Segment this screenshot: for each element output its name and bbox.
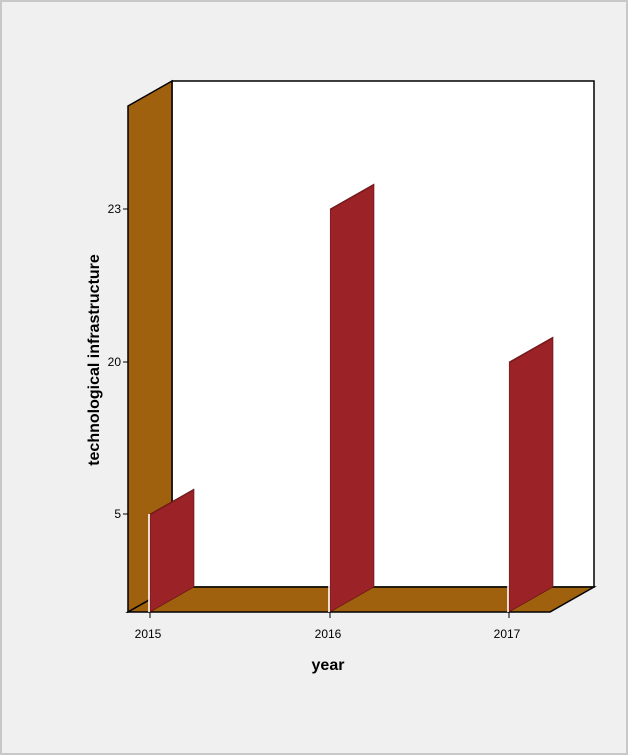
y-tick-label: 23 (108, 202, 122, 216)
bars (148, 183, 554, 613)
chart-walls (125, 79, 597, 614)
bar-top (330, 184, 374, 211)
x-tick-label: 2015 (135, 627, 162, 641)
bar-edge (328, 209, 330, 612)
x-axis: 2015 2016 2017 (135, 612, 521, 641)
bar-top (509, 337, 553, 364)
y-tick-label: 5 (114, 507, 121, 521)
x-tick-label: 2016 (315, 627, 342, 641)
bar-edge (507, 362, 509, 612)
bar (329, 183, 375, 613)
bar-edge (148, 514, 150, 612)
bar (508, 336, 554, 613)
y-axis-title: technological infrastructure (86, 254, 103, 466)
x-axis-title: year (312, 657, 345, 674)
x-tick-label: 2017 (494, 627, 521, 641)
y-axis: 5 20 23 (108, 202, 128, 521)
bar-top (150, 489, 194, 516)
y-tick-label: 20 (108, 355, 122, 369)
